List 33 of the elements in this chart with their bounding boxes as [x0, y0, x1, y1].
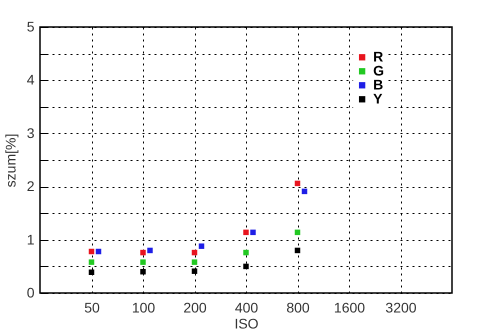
point: [243, 264, 249, 270]
y-tick-label: 2: [26, 178, 35, 194]
point: [192, 250, 198, 256]
point: [294, 180, 300, 186]
point: [88, 259, 94, 265]
legend-label: B: [373, 76, 384, 92]
point: [140, 259, 146, 265]
point: [294, 248, 300, 254]
y-tick-label: 1: [26, 231, 35, 248]
point: [192, 259, 198, 265]
x-tick-label: 800: [286, 300, 310, 316]
y-tick-label: 4: [26, 72, 35, 88]
y-tick-label: 0: [26, 284, 35, 300]
legend-label: R: [373, 48, 384, 64]
x-tick-label: 400: [234, 300, 258, 316]
x-tick-label: 3200: [385, 300, 417, 316]
point: [192, 268, 198, 274]
y-axis-title: szum[%]: [2, 134, 19, 188]
legend-label: Y: [373, 90, 384, 106]
point: [243, 230, 249, 236]
x-tick-label: 1600: [334, 300, 366, 316]
point: [140, 268, 146, 274]
x-tick-label: 100: [132, 300, 156, 316]
point: [294, 230, 300, 236]
point: [243, 250, 249, 256]
y-tick-label: 3: [26, 124, 35, 141]
x-tick-label: 50: [84, 300, 100, 316]
x-tick-label: 200: [183, 300, 207, 316]
legend-label: G: [373, 62, 384, 78]
y-tick-label: 5: [26, 18, 35, 34]
point: [140, 250, 146, 256]
x-axis-title: ISO: [234, 316, 259, 331]
point: [88, 270, 94, 275]
